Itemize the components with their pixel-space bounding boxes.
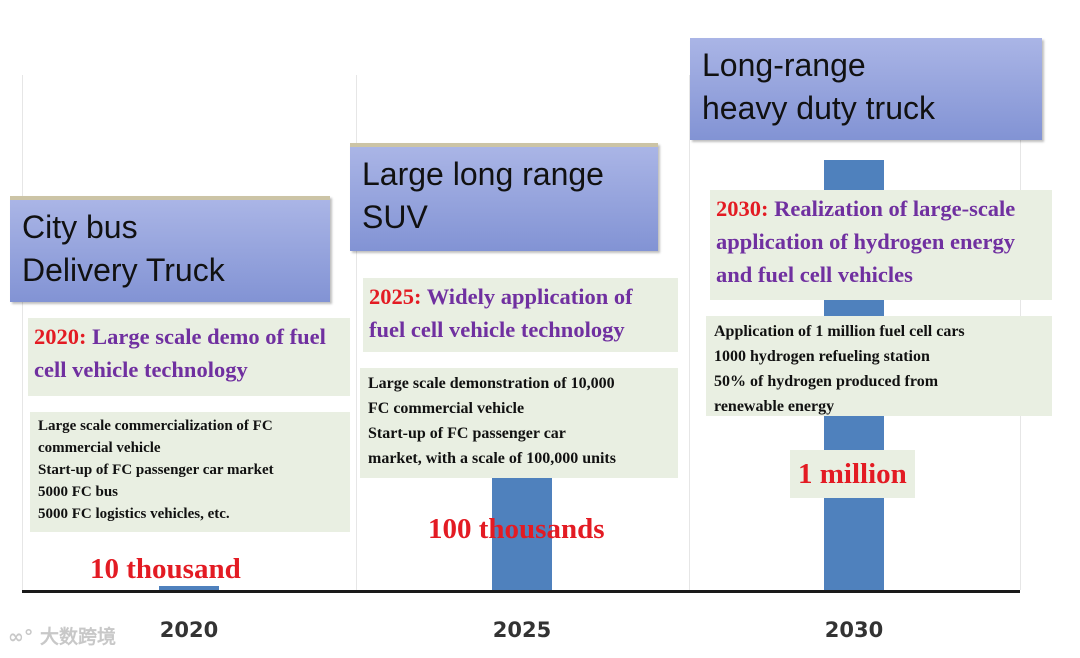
- vehicle-line: Large long range: [362, 156, 604, 192]
- x-tick-label-2030: 2030: [824, 618, 884, 642]
- goal-year: 2025:: [369, 284, 422, 309]
- watermark-logo-icon: ∞°: [8, 626, 34, 648]
- grid-line: [689, 75, 690, 590]
- vehicle-box-2030: Long-range heavy duty truck: [690, 38, 1042, 140]
- detail-line: 50% of hydrogen produced from: [714, 373, 939, 390]
- goal-text: Widely application of fuel cell vehicle …: [369, 284, 633, 342]
- watermark: ∞° 大数跨境: [8, 622, 116, 649]
- detail-line: Application of 1 million fuel cell cars: [714, 323, 965, 340]
- detail-line: commercial vehicle: [38, 440, 161, 456]
- goal-text: Realization of large-scale application o…: [716, 196, 1016, 287]
- vehicle-line: Long-range: [702, 47, 866, 83]
- details-box-2025: Large scale demonstration of 10,000 FC c…: [360, 368, 678, 478]
- goal-box-2020: 2020: Large scale demo of fuel cell vehi…: [28, 318, 350, 396]
- details-box-2030: Application of 1 million fuel cell cars …: [706, 316, 1052, 416]
- detail-line: Start-up of FC passenger car market: [38, 462, 274, 478]
- goal-year: 2020:: [34, 324, 87, 349]
- detail-line: Start-up of FC passenger car: [368, 425, 566, 442]
- value-label-2030: 1 million: [790, 450, 915, 498]
- detail-line: Large scale commercialization of FC: [38, 418, 273, 434]
- bar-2020: [159, 586, 219, 590]
- grid-line: [22, 75, 23, 590]
- vehicle-line: City bus: [22, 209, 138, 245]
- value-label-2020: 10 thousand: [90, 553, 241, 585]
- vehicle-line: Delivery Truck: [22, 252, 225, 288]
- details-box-2020: Large scale commercialization of FC comm…: [30, 412, 350, 532]
- detail-line: FC commercial vehicle: [368, 400, 525, 417]
- vehicle-box-2020: City bus Delivery Truck: [10, 196, 330, 302]
- detail-line: 5000 FC logistics vehicles, etc.: [38, 506, 230, 522]
- x-axis-baseline: [22, 590, 1020, 593]
- detail-line: 1000 hydrogen refueling station: [714, 348, 930, 365]
- detail-line: 5000 FC bus: [38, 484, 119, 500]
- detail-line: market, with a scale of 100,000 units: [368, 450, 616, 467]
- watermark-text: 大数跨境: [39, 626, 116, 648]
- grid-line: [356, 75, 357, 590]
- goal-box-2030: 2030: Realization of large-scale applica…: [710, 190, 1052, 300]
- goal-year: 2030:: [716, 196, 769, 221]
- vehicle-line: SUV: [362, 199, 428, 235]
- x-tick-label-2020: 2020: [159, 618, 219, 642]
- vehicle-line: heavy duty truck: [702, 90, 935, 126]
- x-tick-label-2025: 2025: [492, 618, 552, 642]
- value-label-2025: 100 thousands: [428, 513, 605, 545]
- detail-line: Large scale demonstration of 10,000: [368, 375, 615, 392]
- detail-line: renewable energy: [714, 398, 835, 415]
- bar-2025: [492, 456, 552, 590]
- goal-text: Large scale demo of fuel cell vehicle te…: [34, 324, 326, 382]
- goal-box-2025: 2025: Widely application of fuel cell ve…: [363, 278, 678, 352]
- vehicle-box-2025: Large long range SUV: [350, 143, 658, 251]
